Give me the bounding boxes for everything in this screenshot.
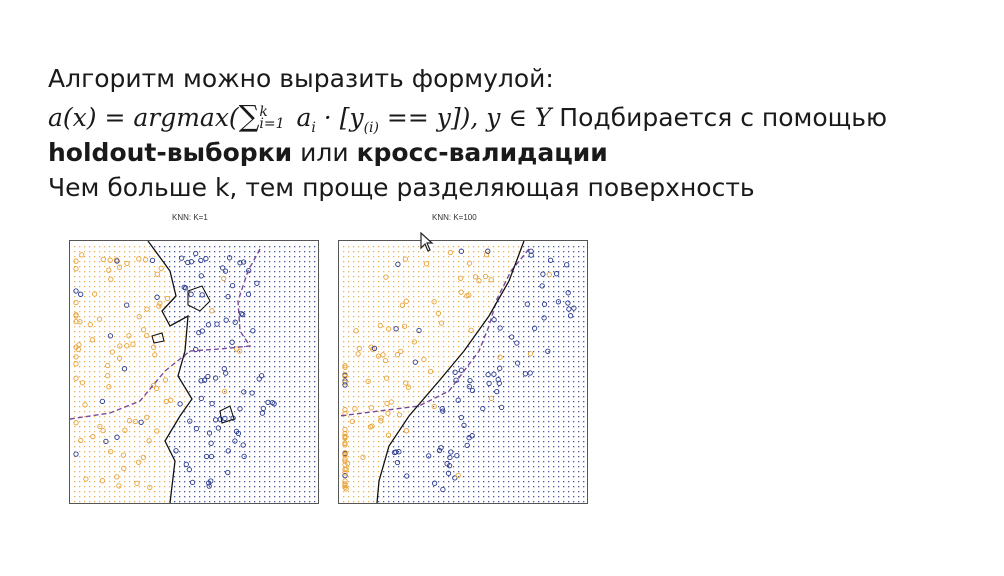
knn-plot-k100: [338, 240, 588, 504]
plot-title-k100: KNN: K=100: [432, 213, 477, 222]
knn-plot-k1-canvas: [70, 241, 316, 503]
formula-term-y-sub: (i): [363, 120, 379, 136]
sum-upper: k: [259, 103, 268, 120]
formula-line: a(x) = argmax(∑ k i=1 ai · [y(i) == y]), y…: [48, 101, 887, 143]
holdout-term: holdout-выборки: [48, 138, 293, 167]
bayes-boundary-line: [70, 248, 261, 420]
decision-grid: [74, 246, 316, 503]
knn-boundary-line: [147, 241, 193, 503]
cross-validation-term: кросс-валидации: [356, 138, 608, 167]
bayes-boundary-line: [339, 248, 530, 417]
knn-plot-k100-canvas: [339, 241, 585, 503]
slide-line-4: Чем больше k, тем проще разделяющая пове…: [48, 173, 755, 202]
formula-term-mid: · [y: [315, 103, 364, 132]
formula-lhs: a(x) = argmax(: [48, 103, 239, 132]
training-points: [73, 250, 277, 491]
knn-boundary-island: [219, 405, 235, 424]
knn-boundary-island: [151, 332, 165, 344]
slide-line-3: holdout-выборки или кросс-валидации: [48, 138, 608, 168]
formula-term-end: == y]), y ∈ Y: [378, 103, 552, 132]
formula-term-a: a: [288, 103, 312, 132]
formula-term-a-sub: i: [311, 120, 316, 136]
sum-limits: k i=1: [259, 103, 285, 132]
training-points: [342, 248, 577, 493]
knn-boundary-line: [376, 241, 525, 503]
slide-line-2-rest: Подбирается с помощью: [559, 103, 888, 132]
slide-line-3-mid: или: [292, 138, 357, 167]
slide-line-1: Алгоритм можно выразить формулой:: [48, 64, 554, 93]
decision-grid: [343, 246, 585, 503]
sum-symbol: ∑: [238, 99, 260, 133]
sum-lower: i=1: [259, 115, 285, 132]
knn-boundary-island: [187, 285, 211, 312]
formula: a(x) = argmax(∑ k i=1 ai · [y(i) == y]), y…: [48, 101, 552, 136]
plot-title-k1: KNN: K=1: [172, 213, 208, 222]
mouse-cursor-icon: [420, 232, 434, 252]
knn-plot-k1: [69, 240, 319, 504]
